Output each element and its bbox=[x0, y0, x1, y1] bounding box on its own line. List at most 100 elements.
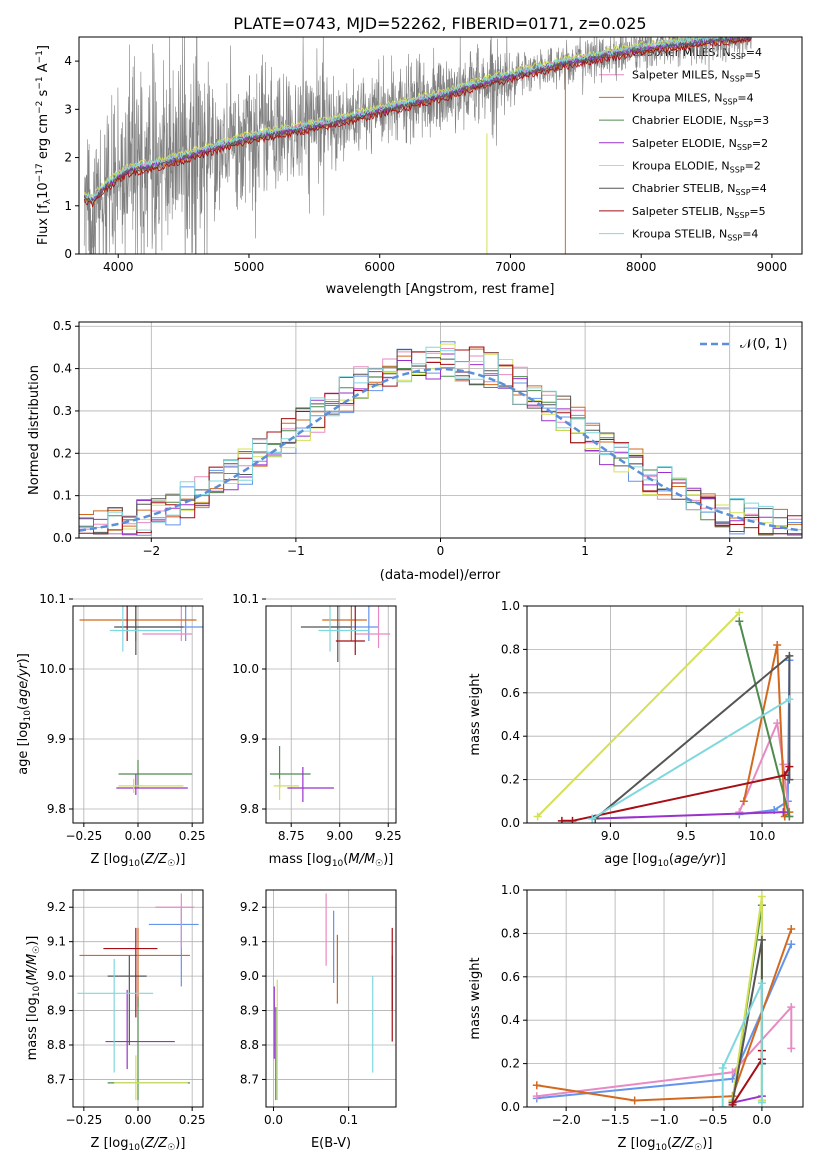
x-tick-label: 9.0 bbox=[601, 829, 620, 843]
x-tick-label: 0.00 bbox=[125, 829, 152, 843]
weight-marker bbox=[787, 1044, 796, 1053]
gaussian-legend-label: 𝒩(0, 1) bbox=[740, 337, 787, 352]
y-tick-label: 0.3 bbox=[53, 404, 72, 418]
model-spectrum bbox=[84, 37, 751, 201]
weight-marker bbox=[773, 641, 782, 650]
x-tick-label: 4000 bbox=[103, 260, 134, 274]
ticks: −0.25 0.00 0.25 8.7 8.8 8.9 9.0 9.1 9.2 bbox=[47, 900, 206, 1127]
weight-marker bbox=[780, 771, 789, 780]
error-bar-point bbox=[287, 767, 334, 802]
weight-marker bbox=[568, 816, 577, 823]
error-bar-point bbox=[126, 606, 128, 641]
model-spectrum bbox=[83, 37, 752, 205]
axes-frame bbox=[526, 605, 804, 824]
y-tick-label: 8.8 bbox=[240, 1038, 259, 1052]
x-tick-label: 0.0 bbox=[264, 1113, 283, 1127]
error-bar-point bbox=[269, 746, 311, 788]
x-tick-label: 9.00 bbox=[326, 829, 353, 843]
y-tick-label: 4 bbox=[64, 54, 72, 68]
plot-area bbox=[77, 893, 199, 1101]
grid bbox=[266, 890, 396, 1107]
error-bar-point bbox=[103, 927, 158, 1018]
weight-marker bbox=[787, 925, 796, 934]
y-tick-label: 2 bbox=[64, 151, 72, 165]
y-tick-label: 0.1 bbox=[53, 489, 72, 503]
x-tick-label: 0.25 bbox=[179, 829, 206, 843]
gaussian-curve bbox=[79, 367, 802, 532]
x-tick-label: 0.25 bbox=[179, 1113, 206, 1127]
y-axis-label: Normed distribution bbox=[27, 365, 42, 495]
legend-entry: Salpeter ELODIE, NSSP=2 bbox=[632, 137, 768, 152]
y-tick-label: 9.0 bbox=[47, 969, 66, 983]
error-bar-point bbox=[322, 606, 367, 641]
error-bar-point bbox=[79, 927, 190, 1008]
y-tick-label: 9.2 bbox=[240, 900, 259, 914]
weight-line bbox=[721, 982, 763, 1107]
x-tick-label: −1.0 bbox=[649, 1113, 678, 1127]
weight-marker bbox=[785, 775, 794, 784]
weight-marker bbox=[785, 762, 794, 771]
x-tick-label: 1 bbox=[581, 544, 589, 558]
weight-line bbox=[731, 896, 763, 1101]
x-tick-label: 0.1 bbox=[339, 1113, 358, 1127]
x-axis-label: Z [log10(Z/Z☉)] bbox=[618, 1136, 713, 1153]
x-tick-label: 0.00 bbox=[125, 1113, 152, 1127]
y-axis-label: Flux [fλ10−17 erg cm−2 s−1 A−1] bbox=[35, 45, 53, 245]
weight-marker bbox=[588, 814, 597, 823]
legend-entry: Chabrier ELODIE, NSSP=3 bbox=[632, 114, 769, 129]
legend-entry: Salpeter STELIB, NSSP=5 bbox=[632, 205, 766, 220]
x-tick-label: 7000 bbox=[495, 260, 526, 274]
weight-marker bbox=[739, 797, 748, 806]
weight-line bbox=[738, 719, 791, 817]
x-tick-label: 9000 bbox=[757, 260, 788, 274]
y-tick-label: 10.1 bbox=[39, 592, 66, 606]
y-tick-label: 1 bbox=[64, 199, 72, 213]
x-axis-label: age [log10(age/yr)] bbox=[604, 852, 726, 869]
plot-area bbox=[269, 606, 391, 802]
age-vs-mass-panel: 8.75 9.00 9.25 9.8 9.9 10.0 10.1 mass [log10(M/… bbox=[232, 592, 401, 869]
y-tick-label: 0.0 bbox=[501, 1100, 520, 1114]
ticks: −2 −1 0 1 2 0.0 0.1 0.2 0.3 0.4 0.5 bbox=[53, 319, 734, 558]
y-tick-label: 8.8 bbox=[47, 1038, 66, 1052]
y-tick-label: 0.8 bbox=[501, 642, 520, 656]
y-tick-label: 9.1 bbox=[240, 935, 259, 949]
x-tick-label: 8000 bbox=[626, 260, 657, 274]
weight-vs-age-panel: 9.0 9.5 10.0 0.0 0.2 0.4 0.6 0.8 1.0 age [log10(a… bbox=[468, 599, 804, 869]
y-tick-label: 8.7 bbox=[240, 1072, 259, 1086]
x-tick-label: −2.0 bbox=[552, 1113, 581, 1127]
weight-marker bbox=[735, 617, 744, 626]
ticks: 9.0 9.5 10.0 0.0 0.2 0.4 0.6 0.8 1.0 bbox=[501, 599, 776, 843]
weight-marker bbox=[735, 608, 744, 617]
legend-entry: Kroupa MILES, NSSP=4 bbox=[632, 91, 754, 106]
y-tick-label: 0.2 bbox=[501, 1057, 520, 1071]
x-tick-label: 0.0 bbox=[752, 1113, 771, 1127]
x-axis-label: E(B-V) bbox=[311, 1136, 351, 1151]
mass-vs-metallicity-panel: −0.25 0.00 0.25 8.7 8.8 8.9 9.0 9.1 9.2 Z [log10(… bbox=[25, 889, 206, 1153]
weight-marker bbox=[728, 1068, 737, 1077]
ticks: 4000 5000 6000 7000 8000 9000 0 1 2 3 4 bbox=[64, 54, 787, 274]
plot-area bbox=[79, 341, 802, 536]
y-tick-label: 9.9 bbox=[47, 732, 66, 746]
weight-vs-metallicity-panel: −2.0 −1.5 −1.0 −0.5 0.0 0.0 0.2 0.4 0.6 0.8 1.0 Z [… bbox=[468, 883, 804, 1153]
weight-line bbox=[591, 698, 790, 820]
weight-marker bbox=[757, 1098, 766, 1107]
figure-title: PLATE=0743, MJD=52262, FIBERID=0171, z=0… bbox=[233, 14, 646, 33]
error-bar-point bbox=[155, 893, 195, 949]
y-tick-label: 0.8 bbox=[501, 926, 520, 940]
y-tick-label: 0.4 bbox=[53, 362, 72, 376]
weight-marker bbox=[557, 816, 566, 823]
y-tick-label: 0.0 bbox=[53, 531, 72, 545]
y-tick-label: 0.6 bbox=[501, 970, 520, 984]
x-tick-label: 6000 bbox=[364, 260, 395, 274]
y-tick-label: 9.2 bbox=[47, 900, 66, 914]
y-axis-label: mass [log10(M/M☉)] bbox=[25, 936, 42, 1061]
error-bar-point bbox=[114, 1055, 188, 1101]
y-tick-label: 9.8 bbox=[47, 802, 66, 816]
y-tick-label: 0.6 bbox=[501, 686, 520, 700]
weight-marker bbox=[785, 651, 794, 660]
legend-entry: Kroupa ELODIE, NSSP=2 bbox=[632, 160, 761, 175]
y-tick-label: 3 bbox=[64, 102, 72, 116]
weight-marker bbox=[787, 940, 796, 949]
grid bbox=[73, 598, 203, 823]
